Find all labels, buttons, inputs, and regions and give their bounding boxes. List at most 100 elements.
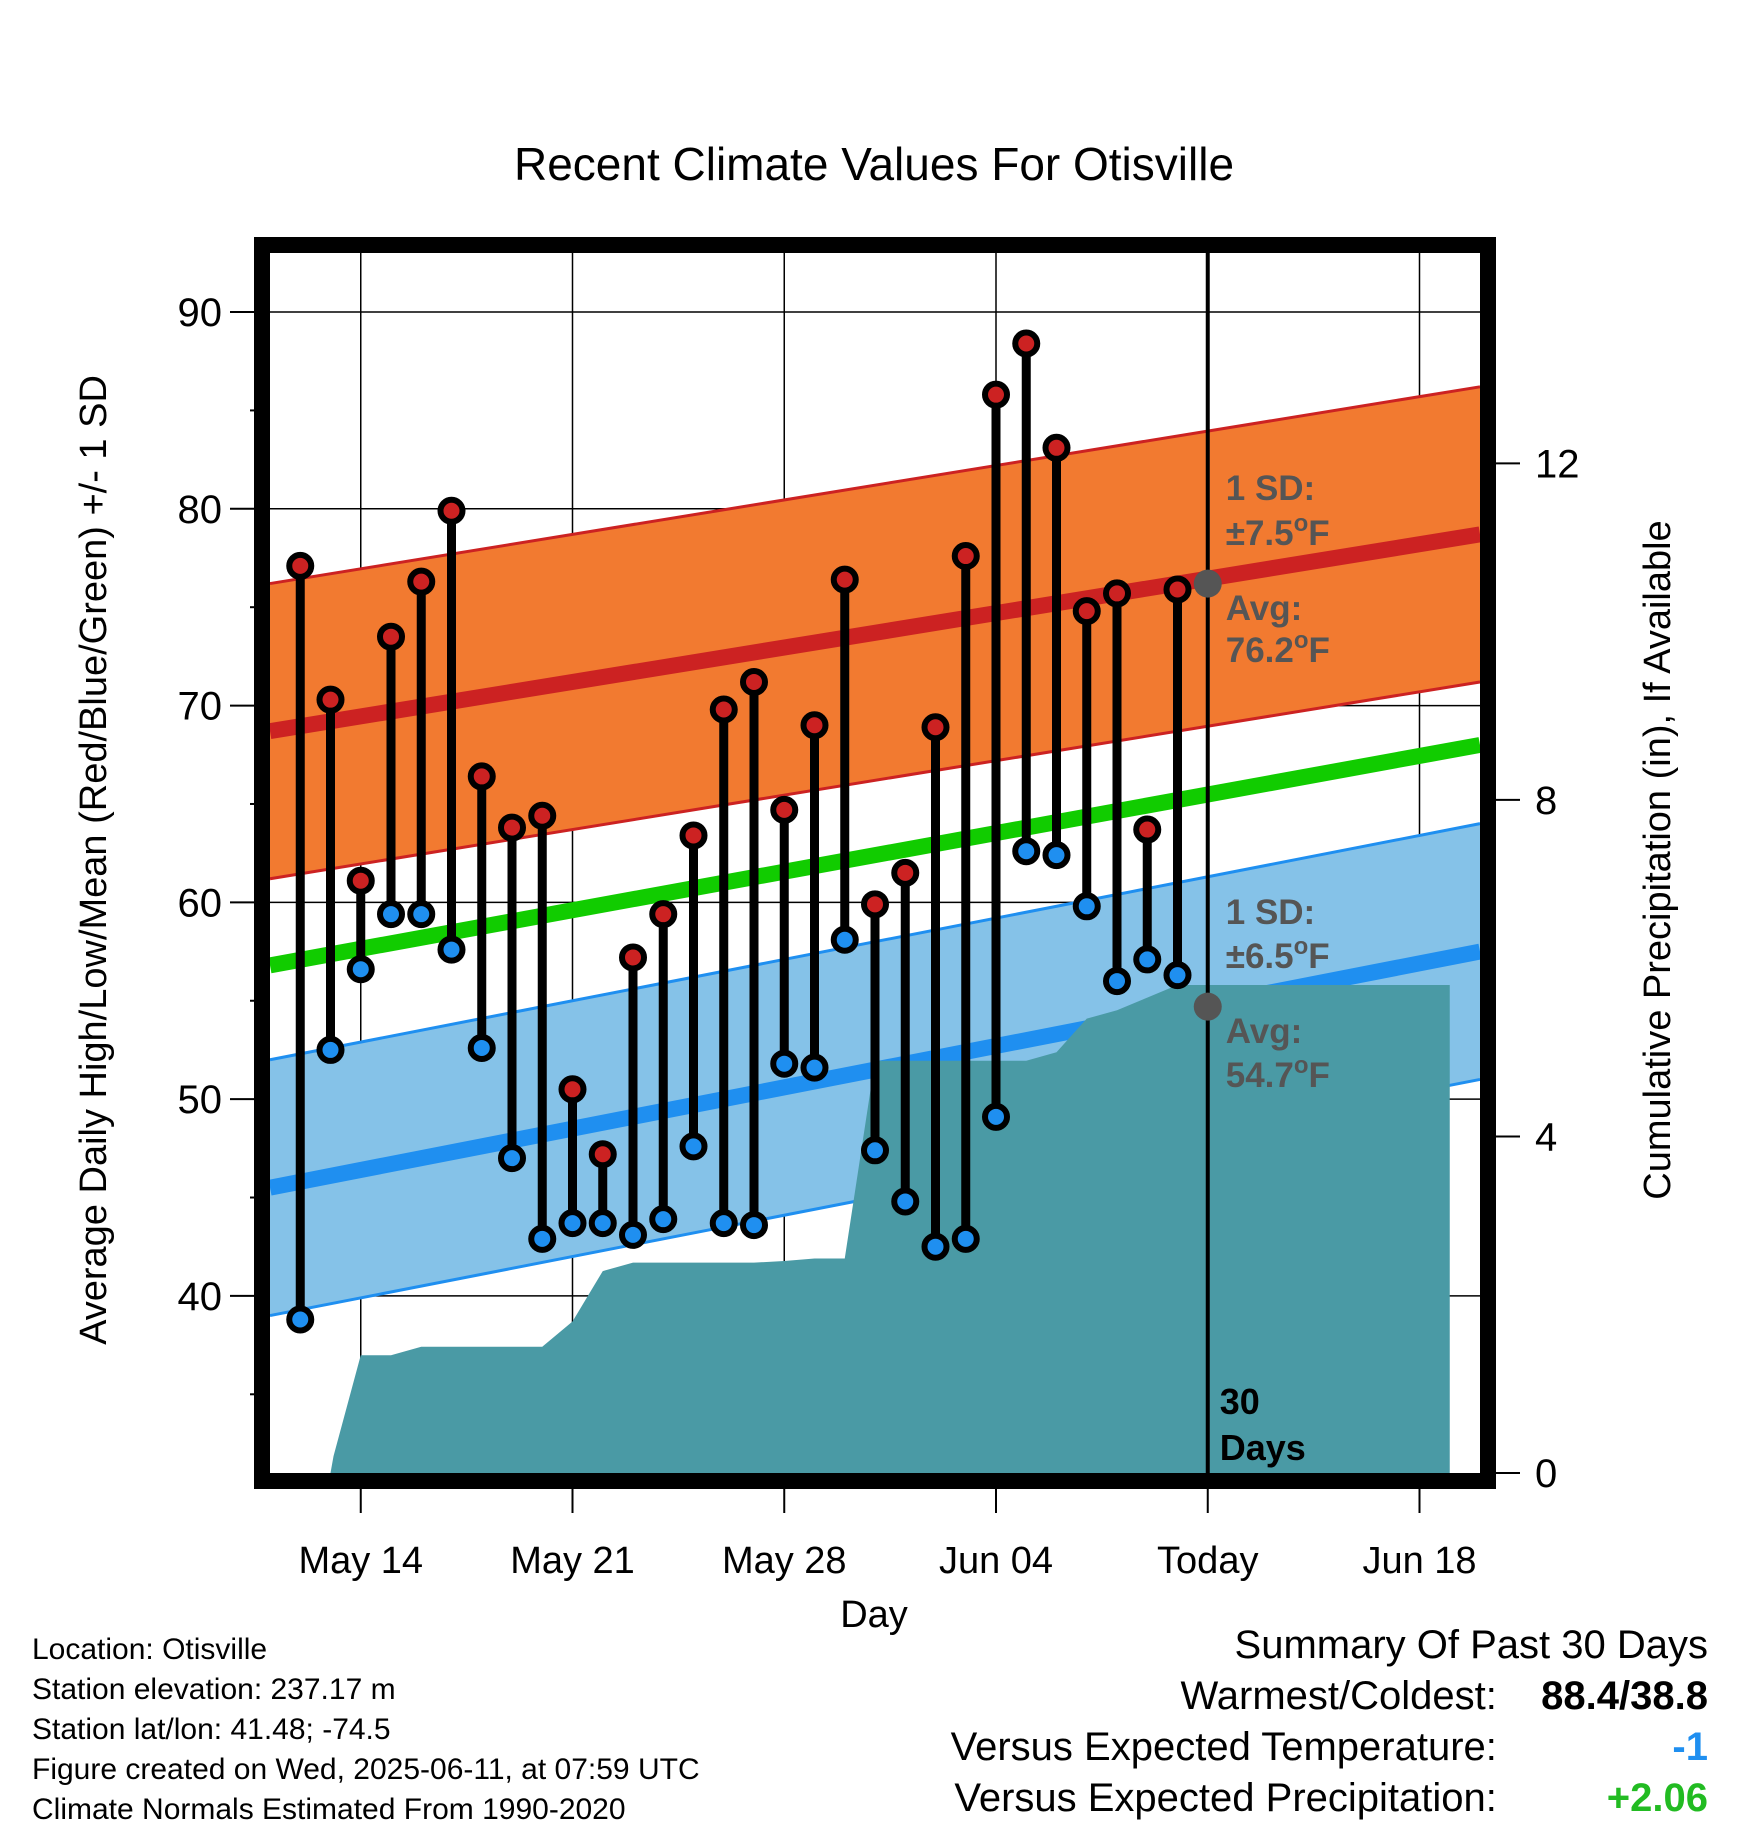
daily-low-point [709, 1209, 738, 1238]
avg-low-value: 54.7oF [1226, 1052, 1330, 1095]
summary-panel: Summary Of Past 30 Days Warmest/Coldest:… [951, 1620, 1708, 1824]
y-tick-label: 70 [178, 685, 223, 729]
normal-high-line [268, 526, 1482, 740]
daily-high-point [679, 821, 708, 850]
elevation-text: Station elevation: 237.17 m [32, 1673, 396, 1706]
sd-high-label: 1 SD: [1226, 469, 1315, 508]
daily-low-point [1103, 967, 1131, 996]
x-tick-label: May 14 [298, 1540, 423, 1582]
daily-high-point [558, 1075, 587, 1104]
daily-high-point [588, 1140, 617, 1169]
warmest-coldest-label: Warmest/Coldest: [1180, 1674, 1497, 1718]
daily-high-point [316, 685, 345, 714]
daily-low-point [437, 935, 466, 964]
daily-high-point [1103, 579, 1131, 608]
daily-high-point [1163, 575, 1192, 604]
daily-low-point [316, 1035, 345, 1064]
x-tick-label: Jun 18 [1362, 1540, 1476, 1582]
avg-high-label-text: Avg: [1226, 589, 1302, 628]
daily-low-point [649, 1205, 678, 1234]
daily-low-point [770, 1049, 799, 1078]
daily-low-point [951, 1224, 980, 1253]
avg-low-value-unit: F [1309, 1056, 1330, 1095]
x-axis-label: Day [840, 1594, 908, 1636]
y2-tick-label: 8 [1535, 779, 1557, 823]
x-tick-label: May 28 [722, 1540, 847, 1582]
precip-anomaly-label: Versus Expected Precipitation: [954, 1776, 1497, 1820]
temp-anomaly-label: Versus Expected Temperature: [950, 1725, 1497, 1769]
y-tick-label: 50 [178, 1078, 223, 1122]
avg-high-value: 76.2oF [1226, 627, 1330, 670]
daily-low-point [588, 1209, 617, 1238]
daily-low-point [1072, 892, 1101, 921]
daily-low-point [407, 900, 436, 929]
sd-low-label-text: 1 SD: [1226, 893, 1315, 932]
daily-high-point [649, 900, 678, 929]
daily-low-point [982, 1102, 1010, 1131]
x-tick-label: Today [1157, 1540, 1258, 1582]
station-info: Location: Otisville Station elevation: 2… [32, 1630, 700, 1830]
temp-anomaly-value: -1 [1672, 1725, 1708, 1769]
daily-high-point [951, 542, 980, 571]
daily-low-point [1042, 841, 1071, 870]
daily-high-point [528, 801, 557, 830]
sd-low-value: ±6.5oF [1226, 933, 1330, 976]
y2-axis-label: Cumulative Precipitation (in), If Availa… [1637, 520, 1679, 1199]
daily-high-point [770, 795, 799, 824]
sd-low-value-unit: F [1308, 937, 1329, 976]
y2-tick-label: 12 [1535, 442, 1580, 486]
daily-low-point [1133, 945, 1162, 974]
daily-low-point [498, 1144, 526, 1173]
summary-title: Summary Of Past 30 Days [1234, 1623, 1708, 1667]
avg-high-value-unit: F [1309, 631, 1330, 670]
y2-tick-label: 4 [1535, 1115, 1557, 1159]
created-text: Figure created on Wed, 2025-06-11, at 07… [32, 1753, 700, 1786]
sd-low-value-text: ±6.5 [1226, 937, 1294, 976]
daily-low-point [679, 1132, 708, 1161]
sd-high-label-text: 1 SD: [1226, 469, 1315, 508]
plot-frame [254, 237, 1496, 1489]
period-number: 30 [1220, 1381, 1260, 1422]
y-axis-label: Average Daily High/Low/Mean (Red/Blue/Gr… [73, 375, 115, 1345]
daily-high-point [1012, 329, 1041, 358]
today-avg-high-marker [1193, 569, 1222, 598]
daily-high-point [407, 567, 436, 596]
temp-anomaly-row: Versus Expected Temperature: -1 [951, 1722, 1708, 1773]
daily-high-point [830, 565, 859, 594]
daily-high-point [709, 695, 738, 724]
y-tick-label: 80 [178, 488, 223, 532]
daily-high-point [891, 858, 920, 887]
daily-high-point [346, 866, 375, 895]
axes: 40 50 60 70 80 90 0 4 8 12 May 14 May 21 May 28 Jun 0… [178, 237, 1580, 1582]
daily-high-point [982, 380, 1010, 409]
daily-high-point [861, 890, 889, 919]
avg-high-value-text: 76.2 [1226, 631, 1294, 670]
daily-low-point [891, 1187, 920, 1216]
daily-high-point [619, 943, 647, 972]
daily-high-point [498, 813, 526, 842]
daily-high-point [467, 762, 496, 791]
normals-text: Climate Normals Estimated From 1990-2020 [32, 1793, 626, 1826]
daily-low-point [1163, 961, 1192, 990]
x-tick-label: May 21 [510, 1540, 635, 1582]
avg-low-value-degree-sign: o [1294, 1052, 1309, 1079]
daily-high-point [1072, 597, 1101, 626]
daily-low-point [528, 1224, 557, 1253]
avg-low-value-text: 54.7 [1226, 1056, 1294, 1095]
avg-high-label: Avg: [1226, 589, 1302, 628]
avg-high-value-degree-sign: o [1294, 627, 1309, 654]
sd-high-value-degree-sign: o [1294, 510, 1309, 537]
daily-high-point [740, 667, 768, 696]
daily-low-point [377, 900, 405, 929]
sd-high-value: ±7.5oF [1226, 510, 1330, 553]
daily-high-point [800, 711, 829, 740]
daily-low-point [619, 1220, 647, 1249]
daily-high-point [1133, 815, 1162, 844]
period-unit: Days [1220, 1427, 1306, 1468]
sd-low-value-degree-sign: o [1294, 933, 1309, 960]
sd-high-value-text: ±7.5 [1226, 514, 1294, 553]
sd-high-value-unit: F [1308, 514, 1329, 553]
daily-high-point [1042, 433, 1071, 462]
